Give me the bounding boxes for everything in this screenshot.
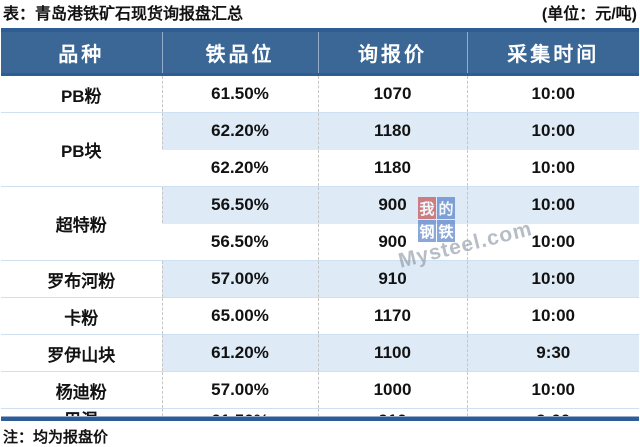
clipped-grade-text: 61.50% (163, 409, 318, 416)
clipped-row: 巴混61.50%9109:00 (1, 408, 640, 416)
variety-cell: 罗布河粉 (1, 260, 162, 298)
table-bottom-border (1, 416, 639, 421)
clipped-price-cell: 910 (317, 408, 467, 416)
footnote: 注：均为报盘价 (3, 429, 109, 446)
header-row: 品种 铁品位 询报价 采集时间 (1, 32, 639, 76)
grade-cell: 62.20% (162, 149, 318, 187)
grade-cell: 57.00% (161, 260, 318, 298)
grade-cell: 56.50% (162, 223, 318, 261)
price-cell: 1180 (317, 112, 467, 150)
table-row: PB粉 61.50% 1070 10:00 (1, 74, 639, 113)
grade-cell: 65.00% (161, 297, 318, 335)
time-cell: 10:00 (466, 260, 639, 298)
table-title: 表：青岛港铁矿石现货询报盘汇总 (3, 6, 244, 23)
variety-cell: PB粉 (1, 74, 162, 113)
table-row: 62.20% 1180 10:00 (1, 149, 639, 187)
table-row: 卡粉 65.00% 1170 10:00 (1, 297, 639, 335)
grade-cell: 56.50% (161, 186, 318, 224)
time-cell: 10:00 (466, 149, 639, 187)
col-header-price: 询报价 (317, 32, 467, 76)
price-cell: 900 (317, 186, 467, 224)
price-cell: 1180 (317, 149, 467, 187)
time-cell: 10:00 (466, 186, 639, 224)
price-cell: 1000 (317, 371, 467, 409)
quote-table: 品种 铁品位 询报价 采集时间 PB粉 61.50% 1070 10:00 PB块 62.… (1, 32, 639, 416)
price-cell: 1170 (317, 297, 467, 335)
clipped-time-text: 9:00 (468, 409, 640, 416)
grade-cell: 61.50% (161, 74, 318, 113)
table-top-border (1, 28, 639, 32)
col-header-variety: 品种 (1, 32, 162, 76)
table-row: 杨迪粉 57.00% 1000 10:00 (1, 371, 639, 409)
table-row: PB块 62.20% 1180 10:00 (1, 112, 639, 187)
table-row: 罗伊山块 61.20% 1100 9:30 (1, 334, 639, 372)
clipped-time-cell: 9:00 (466, 408, 640, 416)
col-header-time: 采集时间 (466, 32, 639, 76)
table-row: 56.50% 900 10:00 (1, 223, 639, 261)
price-cell: 1070 (317, 74, 467, 113)
clipped-price-text: 910 (319, 409, 467, 416)
price-cell: 910 (317, 260, 467, 298)
variety-cell: 杨迪粉 (1, 371, 162, 409)
time-cell: 10:00 (466, 297, 639, 335)
price-cell: 1100 (317, 334, 467, 372)
table-row: 罗布河粉 57.00% 910 10:00 (1, 260, 639, 298)
variety-cell: 卡粉 (1, 297, 162, 335)
col-header-grade: 铁品位 (161, 32, 318, 76)
grade-cell: 61.20% (161, 334, 318, 372)
title-bar: 表：青岛港铁矿石现货询报盘汇总 (单位：元/吨) (0, 0, 640, 28)
time-cell: 10:00 (466, 371, 639, 409)
time-cell: 9:30 (466, 334, 639, 372)
variety-cell: PB块 (1, 112, 162, 187)
time-cell: 10:00 (466, 223, 639, 261)
price-cell: 900 (317, 223, 467, 261)
clipped-grade-cell: 61.50% (161, 408, 318, 416)
grade-cell: 62.20% (161, 112, 318, 150)
time-cell: 10:00 (466, 74, 639, 113)
variety-cell: 超特粉 (1, 186, 162, 261)
variety-cell: 罗伊山块 (1, 334, 162, 372)
clipped-variety-cell: 巴混 (1, 408, 162, 416)
time-cell: 10:00 (466, 112, 639, 150)
table-row: 超特粉 56.50% 900 10:00 (1, 186, 639, 261)
grade-cell: 57.00% (161, 371, 318, 409)
clipped-variety-text: 巴混 (1, 409, 162, 416)
unit-label: (单位：元/吨) (541, 6, 637, 23)
